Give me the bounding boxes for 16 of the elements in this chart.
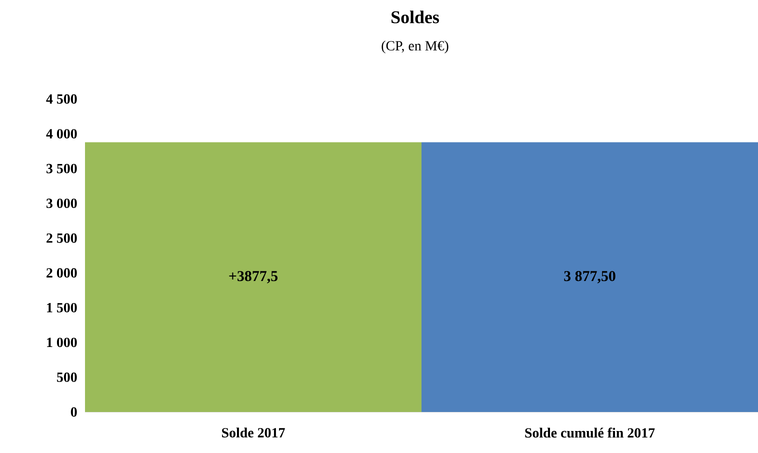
- y-tick-label: 2 500: [46, 233, 77, 243]
- y-tick-label: 3 000: [46, 198, 77, 208]
- y-tick-label: 4 000: [46, 129, 77, 138]
- y-tick-label: 2 000: [46, 268, 77, 278]
- y-tick-label: 1 000: [47, 338, 77, 348]
- y-tick-label: 4 500: [46, 94, 77, 104]
- data-label: +3877,5: [229, 271, 278, 284]
- y-tick-label: 0: [70, 407, 77, 417]
- chart-subtitle: (CP, en M€): [382, 40, 448, 54]
- y-tick-label: 500: [56, 372, 77, 382]
- x-tick-label: Solde cumulé fin 2017: [525, 428, 655, 438]
- data-label: 3 877,50: [564, 271, 616, 284]
- y-tick-label: 1 500: [47, 302, 77, 312]
- chart-title: Soldes: [392, 10, 439, 24]
- x-tick-label: Solde 2017: [222, 428, 285, 438]
- y-tick-label: 3 500: [46, 164, 77, 174]
